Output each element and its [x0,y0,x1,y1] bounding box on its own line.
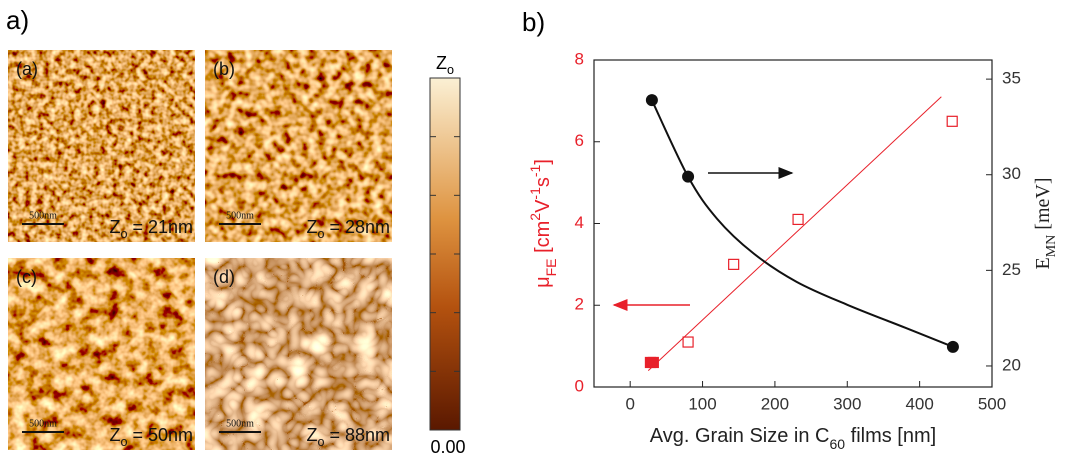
label-part: = 88nm [324,425,390,445]
label-part: o [317,435,324,449]
label-part: Z [306,425,317,445]
label-part: films [nm] [845,425,936,447]
label-part: μ [532,276,554,288]
y2-tick-label: 30 [1002,164,1021,183]
afm-image [8,50,195,242]
y-axis-title: μFE [cm2V-1s-1] [527,159,559,288]
label-part: [cm [532,221,554,259]
label-part: Avg. Grain Size in C [650,425,830,447]
afm-image [205,258,392,450]
label-part: o [447,63,454,77]
label-part: = 28nm [324,217,390,237]
label-part: = 50nm [127,425,193,445]
x-tick-label: 0 [625,394,634,413]
scale-label: 500nm [29,210,57,221]
y2-axis-title: EMN [meV] [1032,178,1059,270]
label-part: -1 [527,187,543,200]
y2-tick-label: 25 [1002,260,1021,279]
y-tick-label: 6 [575,131,584,150]
label-part: Z [109,425,120,445]
image-tag: (a) [16,59,38,79]
x-axis-title: Avg. Grain Size in C60 films [nm] [650,425,936,451]
panel-label: a) [6,5,29,35]
x-tick-label: 200 [761,394,789,413]
scale-label: 500nm [226,418,254,429]
x-tick-label: 400 [905,394,933,413]
data-point [682,336,694,348]
image-tag: (d) [213,267,235,287]
label-part: Z [109,217,120,237]
y-tick-label: 8 [575,49,584,68]
image-tag: (b) [213,59,235,79]
label-part: s [532,177,554,187]
height-label: Zo = 88nm [306,425,390,450]
data-point [728,258,740,270]
y-tick-label: 4 [575,213,584,232]
x-tick-label: 300 [833,394,861,413]
data-point [946,115,958,127]
afm-image [205,50,392,242]
height-label: Zo = 21nm [109,217,193,242]
label-part: E [1032,257,1054,269]
data-point [647,356,659,369]
label-part: = 21nm [127,217,193,237]
x-tick-label: 500 [978,394,1006,413]
panel-label: b) [522,7,545,37]
image-tag: (c) [16,267,37,287]
y2-tick-label: 35 [1002,69,1021,88]
label-part: V [532,199,554,213]
label-part: MN [1044,235,1059,258]
colorbar-min: 0.00 [430,437,465,457]
label-part: ] [532,159,554,165]
label-part: o [120,435,127,449]
x-tick-label: 100 [688,394,716,413]
trend-curve [650,99,954,348]
label-part: 2 [527,213,543,221]
y-tick-label: 2 [575,295,584,314]
label-part: o [120,227,127,241]
colorbar-label: Zo [436,53,454,78]
y2-tick-label: 20 [1002,355,1021,374]
y-tick-label: 0 [575,376,584,395]
label-part: o [317,227,324,241]
scale-label: 500nm [29,418,57,429]
label-part: Z [436,53,447,73]
scale-label: 500nm [226,210,254,221]
label-part: [meV] [1032,178,1054,235]
label-part: -1 [527,164,543,177]
label-part: 60 [830,436,846,452]
height-label: Zo = 28nm [306,217,390,242]
afm-image [8,258,195,450]
data-point [792,213,804,226]
height-label: Zo = 50nm [109,425,193,450]
label-part: FE [543,258,559,276]
fit-line [647,96,942,372]
label-part: Z [306,217,317,237]
